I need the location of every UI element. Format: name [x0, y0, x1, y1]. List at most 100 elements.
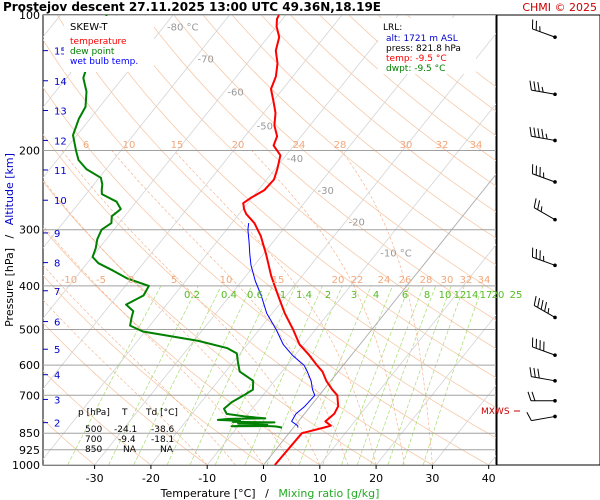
- wind-barb-dot: [553, 414, 557, 419]
- series-line-temperature: [242, 15, 340, 465]
- wind-barb-dot: [553, 92, 557, 97]
- series-line-dew-point: [72, 15, 283, 429]
- isotherm-line: [43, 15, 230, 249]
- wind-barb-dot: [553, 180, 557, 184]
- x-tick-label: -20: [142, 472, 160, 485]
- dry-adiabat-label: 32: [436, 140, 449, 151]
- moist-adiabat-label: 0: [128, 275, 134, 286]
- mixing-ratio-label: 3: [351, 290, 357, 301]
- pressure-tick-label: 850: [19, 427, 40, 440]
- pressure-tick-label: 600: [19, 359, 40, 372]
- dry-adiabat-label: 6: [83, 140, 89, 151]
- wind-barb-flag: [529, 126, 532, 137]
- mixing-ratio-label: 0.2: [184, 290, 200, 301]
- x-tick-label: 30: [425, 472, 439, 485]
- table-cell: -38.6: [151, 425, 175, 435]
- mixing-ratio-label: 1.4: [296, 290, 312, 301]
- dry-adiabat-label: 15: [171, 140, 184, 151]
- altitude-tick-label: 7: [54, 287, 60, 298]
- mixing-ratio-label: 0.4: [221, 290, 237, 301]
- x-tick-label: 0: [260, 472, 267, 485]
- mixing-ratio-label: 17: [480, 290, 493, 301]
- table-cell: -24.1: [114, 425, 137, 435]
- dry-adiabat: [144, 15, 496, 321]
- wind-barb-flag: [537, 298, 541, 308]
- x-axis-title-separator: /: [265, 487, 269, 500]
- x-tick-label: -30: [86, 472, 104, 485]
- dry-adiabat: [115, 15, 496, 350]
- altitude-tick-label: 11: [54, 166, 67, 177]
- wind-barb-dot: [553, 138, 557, 143]
- moist-adiabat-label: 22: [351, 275, 364, 286]
- wind-barb-flag: [533, 367, 536, 378]
- table-cell: 700: [85, 435, 102, 445]
- wind-barb-flag: [540, 300, 544, 310]
- legend-item-temperature: temperature: [70, 37, 127, 47]
- legend-item-dewpoint: dew point: [70, 47, 115, 57]
- wind-barb-flag: [531, 391, 536, 401]
- wind-barb-flag: [533, 296, 537, 306]
- wind-panel: [496, 14, 600, 466]
- isotherm-line: [206, 103, 496, 465]
- isotherm-label: -50: [257, 121, 273, 132]
- altitude-tick-label: 8: [54, 259, 60, 270]
- table-cell: -9.4: [118, 435, 136, 445]
- wind-barb-half-flag: [545, 133, 548, 140]
- lrl-pressure: press: 821.8 hPa: [386, 44, 461, 54]
- dry-adiabat-label: 28: [334, 140, 347, 151]
- x-tick-label: -10: [198, 472, 216, 485]
- moist-adiabat-label: 30: [441, 275, 454, 286]
- mixing-ratio-label: 12: [454, 290, 467, 301]
- dry-adiabat: [202, 15, 496, 266]
- dry-adiabat: [85, 15, 496, 379]
- altitude-tick-label: 4: [54, 371, 60, 382]
- maxws-label: MXWS: [481, 407, 510, 417]
- altitude-tick-label: 5: [54, 345, 60, 356]
- mixing-ratio-label: 25: [510, 290, 523, 301]
- isotherm-line: [43, 15, 118, 108]
- dry-adiabat-label: 20: [232, 140, 245, 151]
- pressure-tick-label: 200: [19, 144, 40, 157]
- pressure-tick-label: 500: [19, 324, 40, 337]
- credit-label: CHMI © 2025: [522, 1, 597, 14]
- wind-barb-flag: [537, 200, 541, 210]
- table-header-p: p [hPa]: [78, 408, 110, 418]
- summary-table: p [hPa] T Td [°C] 500 -24.1 -38.6 700 -9…: [78, 408, 178, 455]
- wind-barb-half-flag: [540, 206, 543, 212]
- table-header-t: T: [121, 408, 128, 418]
- altitude-tick-label: 14: [54, 77, 67, 88]
- legend-box: [64, 16, 154, 72]
- pressure-tick-label: 700: [19, 389, 40, 402]
- wind-barb-flag: [541, 128, 544, 139]
- legend-item-wetbulb: wet bulb temp.: [70, 57, 138, 67]
- wind-barb-flag: [533, 127, 536, 138]
- lrl-temperature: temp: -9.5 °C: [386, 54, 447, 64]
- x-axis-title-mixing: Mixing ratio [g/kg]: [278, 487, 379, 500]
- plot-area: [42, 14, 497, 466]
- dry-adiabat: [261, 15, 496, 213]
- table-cell: 500: [85, 425, 102, 435]
- moist-adiabat-label: 24: [378, 275, 391, 286]
- wind-barb-staff: [531, 415, 556, 422]
- dry-adiabat-label: 34: [470, 140, 483, 151]
- pressure-tick-label: 100: [19, 9, 40, 22]
- isotherm-line: [263, 173, 496, 465]
- dry-adiabat: [173, 15, 496, 293]
- mixing-ratio-label: 20: [492, 290, 505, 301]
- y-axis-title-altitude: Altitude [km]: [3, 153, 16, 225]
- isotherm-label: -30: [318, 186, 334, 197]
- dry-adiabat-label: 10: [123, 140, 136, 151]
- wind-barb-flag: [529, 80, 532, 91]
- legend-title: SKEW-T: [70, 22, 108, 33]
- isotherm-line: [43, 15, 343, 390]
- table-cell: -18.1: [151, 435, 174, 445]
- dry-adiabat: [56, 15, 496, 408]
- wind-barb-dot: [553, 379, 557, 383]
- isotherm-line: [43, 15, 399, 460]
- isotherm-line: [0, 15, 4, 465]
- isotherm-label: -40: [287, 154, 303, 165]
- wind-barb-flag: [537, 82, 540, 92]
- isotherm-label: -10 °C: [380, 248, 412, 259]
- pressure-tick-label: 925: [19, 444, 40, 457]
- wind-barb-flag: [526, 412, 532, 421]
